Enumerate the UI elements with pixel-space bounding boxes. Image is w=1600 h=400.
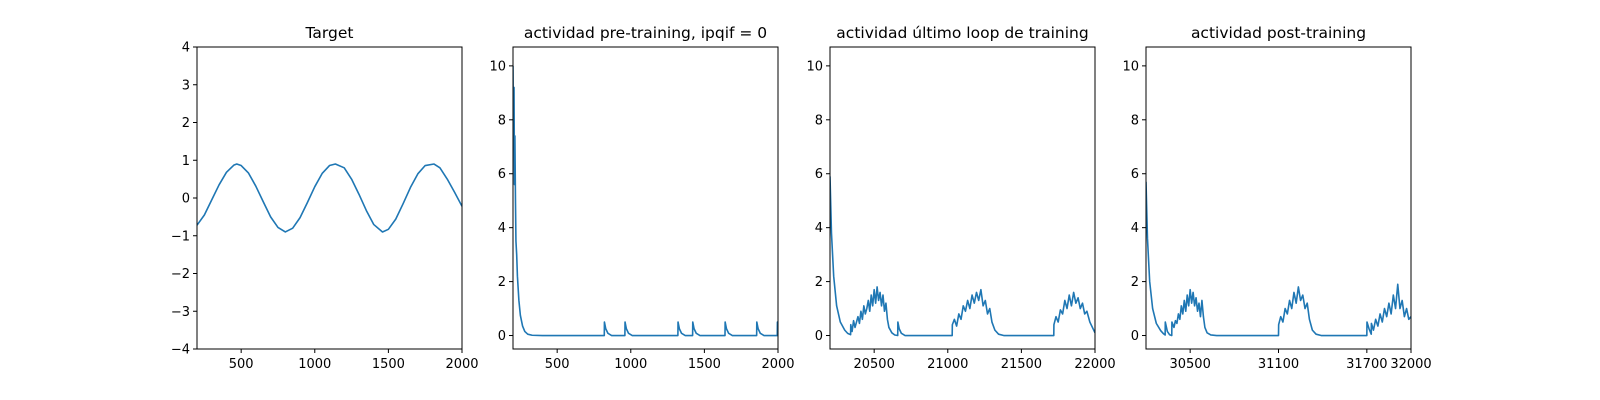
y-tick-label: 3 bbox=[182, 78, 190, 93]
y-tick-label: 2 bbox=[1131, 275, 1139, 290]
y-tick-label: 0 bbox=[182, 192, 190, 207]
y-tick-label: 4 bbox=[815, 221, 823, 236]
x-tick-label: 21500 bbox=[1001, 357, 1042, 372]
x-tick-label: 500 bbox=[229, 357, 254, 372]
axes-frame bbox=[512, 46, 779, 350]
subplot-last-training-loop: actividad último loop de training 20500 2… bbox=[806, 24, 1115, 372]
y-tick-label: 8 bbox=[815, 113, 823, 128]
y-tick-label: −3 bbox=[171, 305, 190, 320]
x-tick-label: 32000 bbox=[1390, 357, 1431, 372]
y-tick-label: −2 bbox=[171, 267, 190, 282]
x-tick-label: 31100 bbox=[1258, 357, 1299, 372]
x-tick-label: 31700 bbox=[1346, 357, 1387, 372]
subplot-target: Target 500 1000 1500 2000 −4 −3 −2 −1 0 1 2 3 4 bbox=[171, 24, 479, 372]
x-tick-label: 20500 bbox=[853, 357, 894, 372]
x-tick-label: 2000 bbox=[761, 357, 794, 372]
y-tick-label: 6 bbox=[815, 167, 823, 182]
y-tick-label: 4 bbox=[182, 41, 190, 56]
y-tick-label: 0 bbox=[815, 329, 823, 344]
axes-frame bbox=[196, 46, 463, 350]
y-tick-label: 8 bbox=[1131, 113, 1139, 128]
series-line bbox=[197, 163, 462, 233]
x-tick-label: 1500 bbox=[372, 357, 405, 372]
y-tick-label: 2 bbox=[498, 275, 506, 290]
x-tick-label: 22000 bbox=[1074, 357, 1115, 372]
y-tick-label: 6 bbox=[498, 167, 506, 182]
x-tick-label: 1000 bbox=[298, 357, 331, 372]
x-tick-label: 21000 bbox=[927, 357, 968, 372]
subplot-title: actividad pre-training, ipqif = 0 bbox=[524, 24, 767, 42]
x-tick-label: 1500 bbox=[688, 357, 721, 372]
x-tick-label: 2000 bbox=[445, 357, 478, 372]
y-tick-label: 10 bbox=[806, 59, 823, 74]
subplot-title: actividad post-training bbox=[1191, 24, 1366, 42]
y-tick-label: 10 bbox=[1122, 59, 1139, 74]
series-line bbox=[1146, 181, 1411, 337]
series-line bbox=[830, 176, 1095, 337]
y-tick-label: 4 bbox=[498, 221, 506, 236]
y-tick-label: 1 bbox=[182, 154, 190, 169]
y-tick-label: 2 bbox=[815, 275, 823, 290]
x-tick-label: 500 bbox=[545, 357, 570, 372]
series-line bbox=[513, 65, 778, 337]
subplot-post-training: actividad post-training 30500 31100 31700 3… bbox=[1122, 24, 1431, 372]
y-tick-label: −4 bbox=[171, 343, 190, 358]
subplot-pre-training: actividad pre-training, ipqif = 0 500 100… bbox=[489, 24, 794, 372]
y-tick-label: 4 bbox=[1131, 221, 1139, 236]
subplot-title: actividad último loop de training bbox=[836, 24, 1088, 42]
axes-frame bbox=[829, 46, 1096, 350]
x-tick-label: 30500 bbox=[1169, 357, 1210, 372]
y-tick-label: −1 bbox=[171, 229, 190, 244]
x-tick-label: 1000 bbox=[614, 357, 647, 372]
subplot-title: Target bbox=[305, 24, 354, 42]
y-tick-label: 0 bbox=[498, 329, 506, 344]
y-tick-label: 8 bbox=[498, 113, 506, 128]
y-tick-label: 10 bbox=[489, 59, 506, 74]
y-tick-label: 2 bbox=[182, 116, 190, 131]
y-tick-label: 0 bbox=[1131, 329, 1139, 344]
y-tick-label: 6 bbox=[1131, 167, 1139, 182]
